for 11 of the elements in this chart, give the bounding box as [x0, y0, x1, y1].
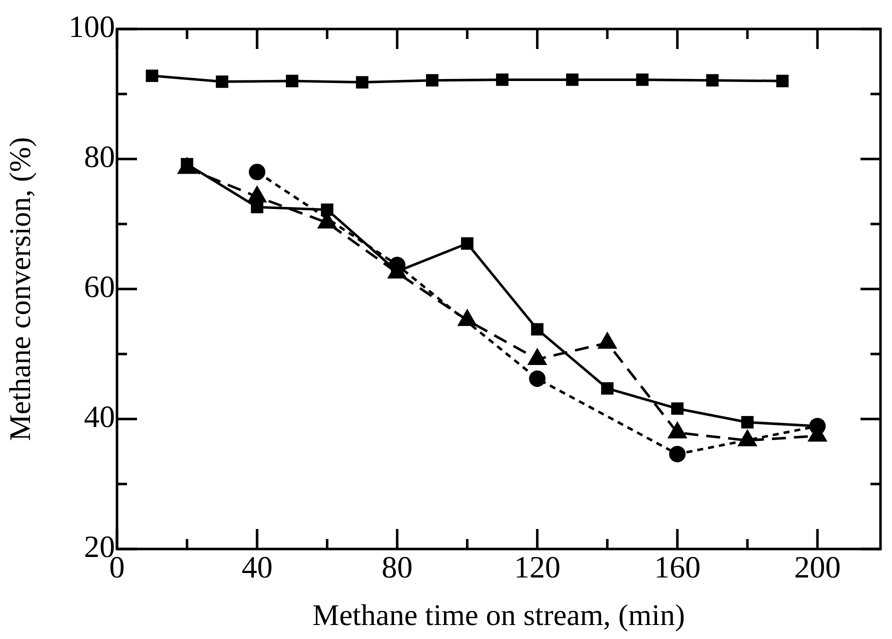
y-tick-label: 100 [68, 9, 115, 44]
y-tick-label: 60 [84, 269, 115, 304]
y-tick-label: 40 [84, 399, 115, 434]
x-tick-label: 200 [794, 550, 841, 585]
x-axis-title: Methane time on stream, (min) [312, 598, 685, 632]
x-tick-label: 80 [382, 550, 413, 585]
y-tick-label: 80 [84, 139, 115, 174]
x-tick-label: 40 [242, 550, 273, 585]
x-tick-label: 120 [514, 550, 561, 585]
x-tick-label: 160 [654, 550, 701, 585]
y-axis-title: Methane conversion, (%) [4, 136, 37, 442]
